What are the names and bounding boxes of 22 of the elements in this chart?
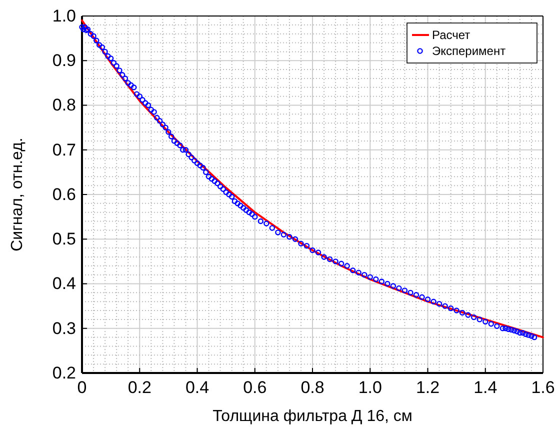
- x-tick-label: 1.4: [474, 378, 498, 398]
- y-tick-label: 0.9: [52, 51, 76, 70]
- x-tick-label: 1.2: [416, 378, 440, 398]
- x-tick-label: 1.6: [531, 378, 555, 398]
- y-tick-label: 0.4: [52, 274, 76, 294]
- x-tick-label: 0: [77, 378, 87, 398]
- x-tick-label: 0.2: [128, 378, 152, 398]
- x-tick-label: 1.0: [358, 378, 382, 398]
- y-tick-label: 0.5: [52, 230, 76, 249]
- y-tick-label: 0.3: [52, 318, 76, 338]
- x-axis-title: Толщина фильтра Д 16, см: [212, 408, 412, 425]
- y-tick-label: 0.2: [52, 363, 76, 382]
- x-tick-label: 0.6: [243, 378, 267, 398]
- y-axis-title: Сигнал, отн.ед.: [9, 138, 26, 252]
- y-tick-label: 0.7: [52, 140, 76, 160]
- legend-label: Эксперимент: [432, 44, 506, 58]
- y-tick-label: 0.6: [52, 184, 76, 204]
- x-tick-label: 0.4: [185, 378, 210, 398]
- y-tick-label: 1.0: [52, 6, 76, 26]
- y-tick-label: 0.8: [52, 96, 76, 115]
- x-tick-label: 0.8: [300, 378, 324, 398]
- legend-label: Расчет: [432, 28, 471, 42]
